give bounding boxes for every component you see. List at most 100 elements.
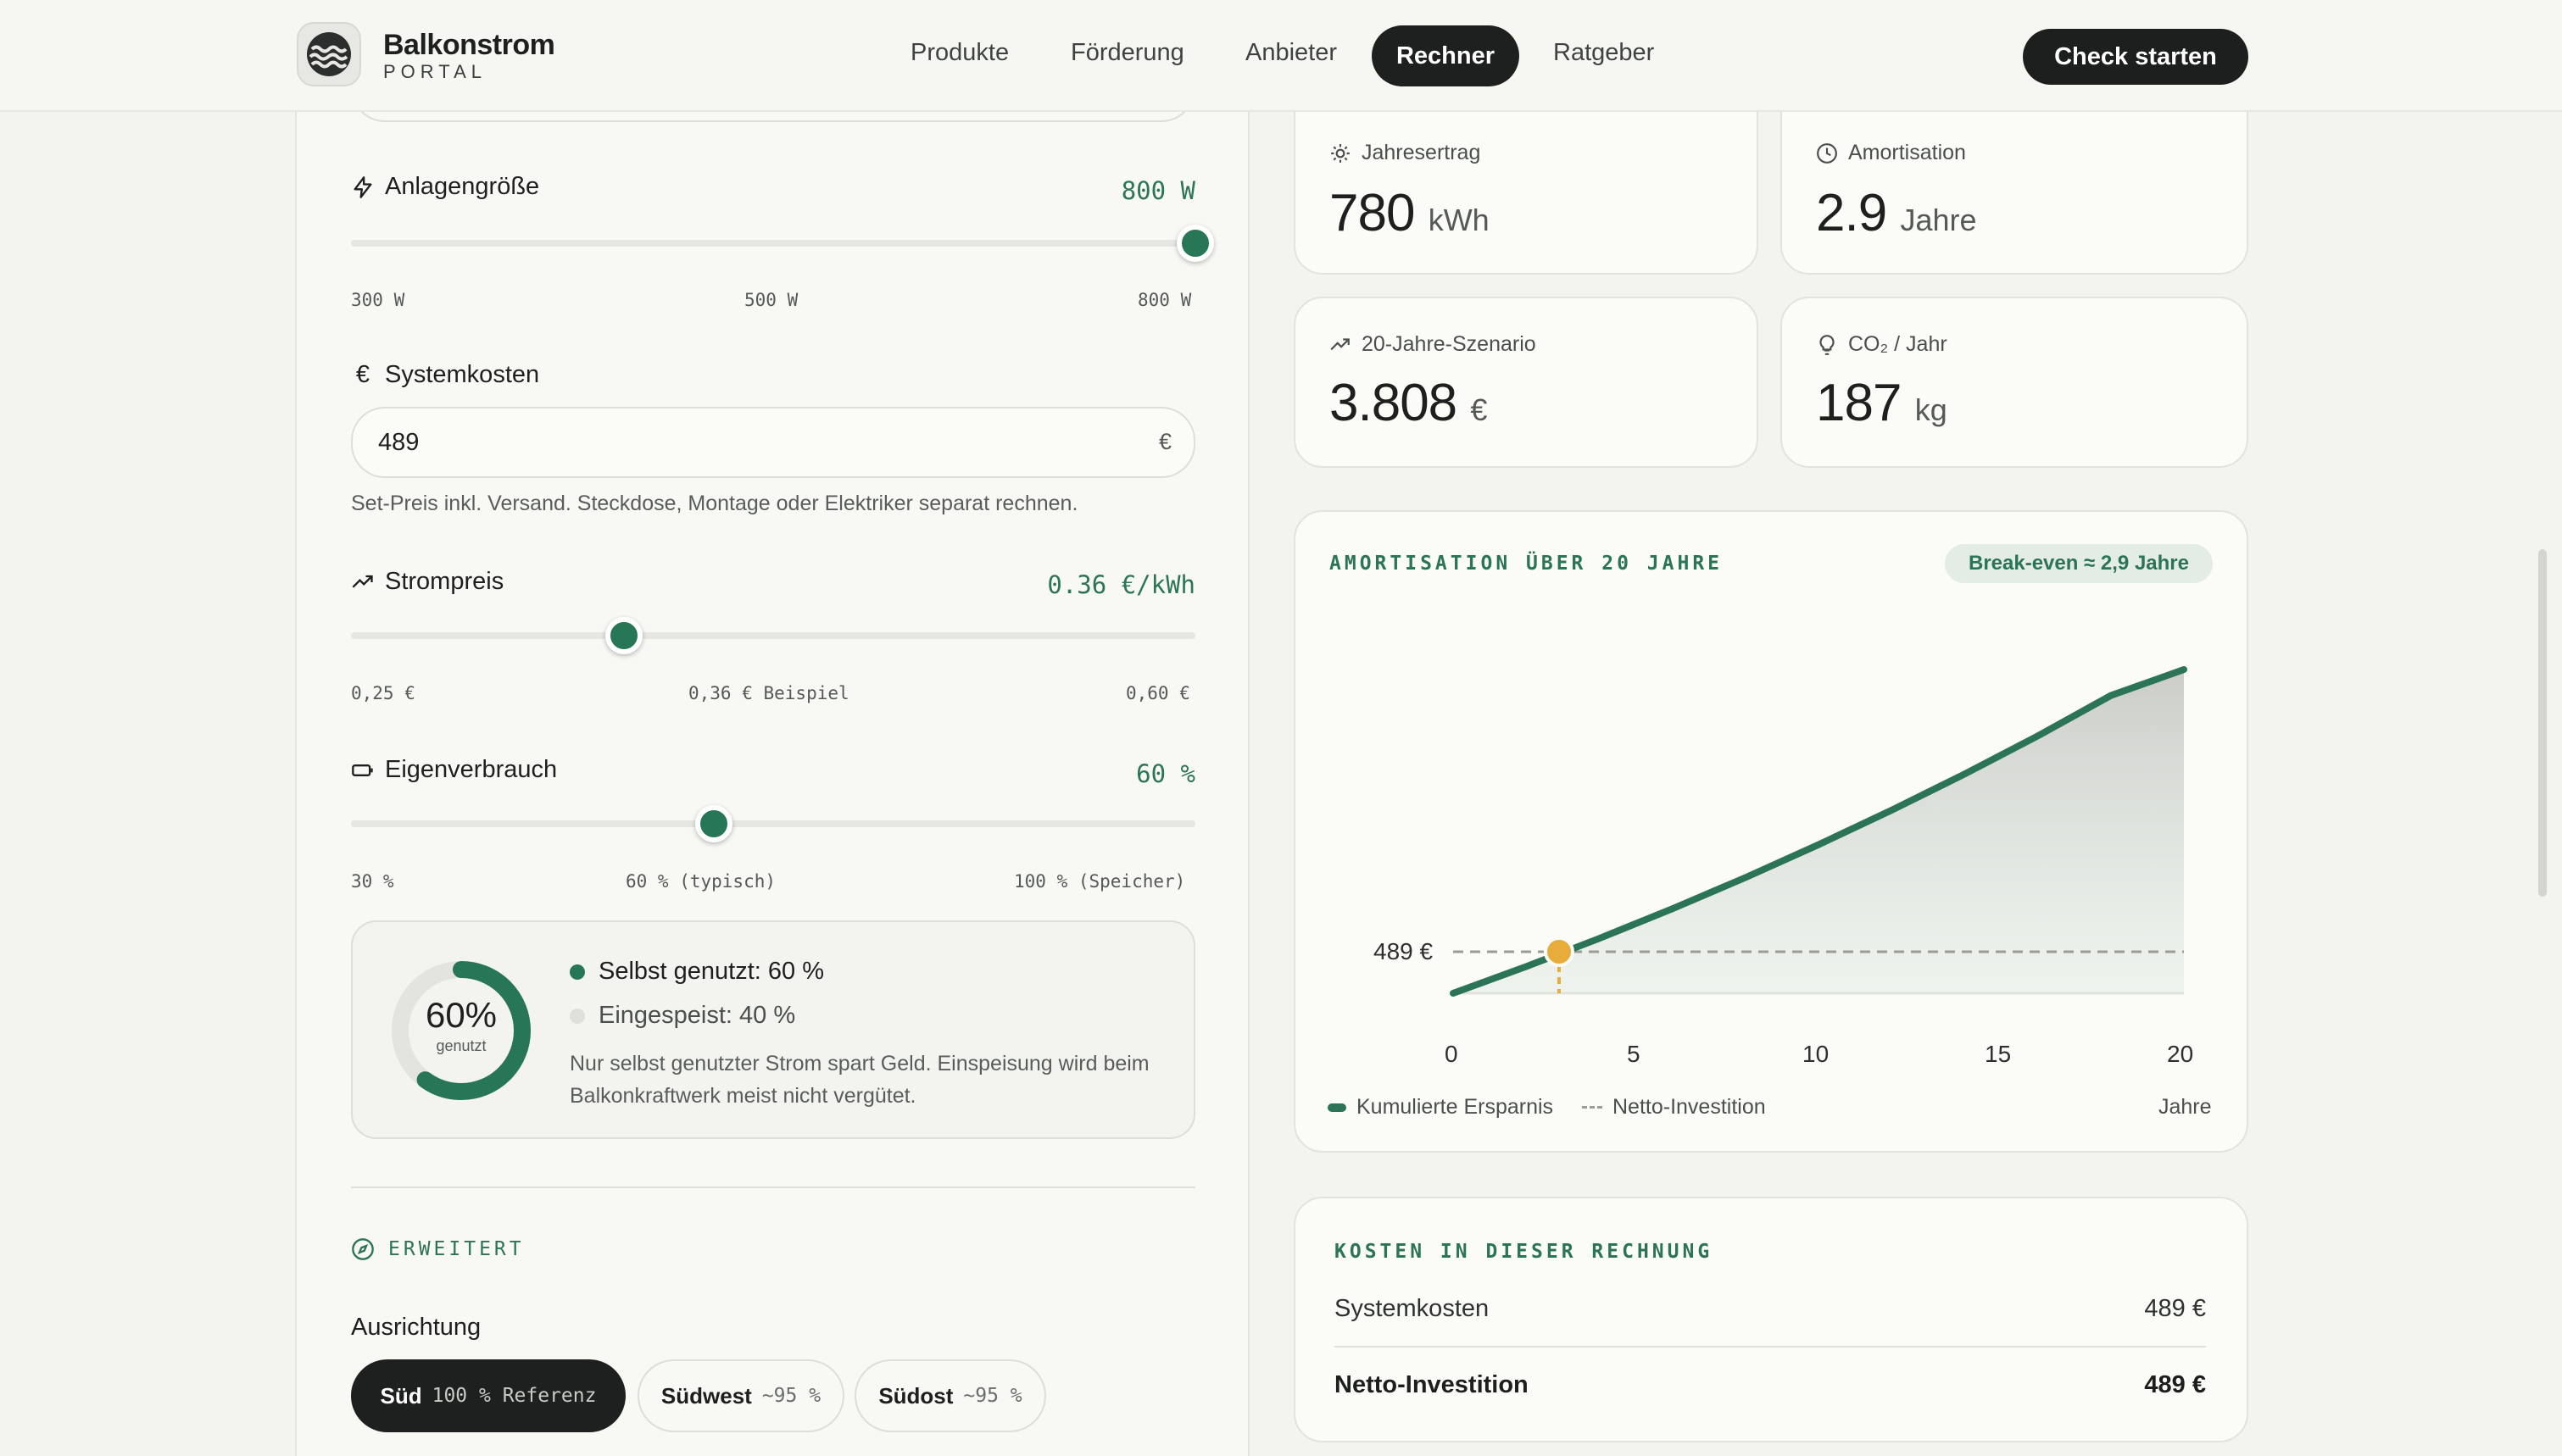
sun-icon <box>1331 143 1350 163</box>
co2-label: CO₂ / Jahr <box>1816 332 1947 357</box>
strompreis-value: 0.36 €/kWh <box>1047 570 1195 599</box>
co2-unit: kg <box>1914 392 1947 427</box>
strompreis-tick-max: 0,60 € <box>1126 683 1190 703</box>
ausrichtung-label: Ausrichtung <box>351 1314 482 1341</box>
orientation-suedost-name: Südost <box>878 1382 954 1409</box>
legend-investment-text: Netto-Investition <box>1612 1095 1766 1119</box>
cost-row-systemkosten: Systemkosten 489 € <box>1334 1295 2206 1323</box>
x-tick-15: 15 <box>1985 1041 2012 1067</box>
jahresertrag-number: 780 <box>1329 184 1415 242</box>
amortisation-number: 2.9 <box>1816 184 1887 242</box>
bolt-icon <box>354 175 372 198</box>
cost-row-value: 489 € <box>2144 1371 2206 1398</box>
eigenverbrauch-tick-max: 100 % (Speicher) <box>1014 871 1186 892</box>
szenario-unit: € <box>1470 392 1488 427</box>
legend-investment: Netto-Investition <box>1582 1095 1766 1120</box>
legend-investment-swatch <box>1582 1106 1602 1109</box>
nav-rechner[interactable]: Rechner <box>1372 25 1519 86</box>
anlage-slider-thumb[interactable] <box>1177 225 1214 262</box>
eigenverbrauch-tick-min: 30 % <box>351 871 394 892</box>
nav-produkte[interactable]: Produkte <box>911 39 1010 66</box>
cost-row-netto: Netto-Investition 489 € <box>1334 1371 2206 1399</box>
legend-savings-swatch <box>1328 1103 1346 1112</box>
co2-number: 187 <box>1816 374 1902 432</box>
amortisation-unit: Jahre <box>1900 203 1977 237</box>
investment-axis-label: 489 € <box>1373 937 1434 964</box>
eigenverbrauch-slider-thumb[interactable] <box>695 805 733 842</box>
strompreis-label-text: Strompreis <box>385 568 504 595</box>
page-scrollbar[interactable] <box>2538 549 2547 897</box>
co2-value: 187 kg <box>1816 373 1947 433</box>
anlage-label-text: Anlagengröße <box>385 173 540 200</box>
fed-in-legend: Eingespeist: 40 % <box>570 1002 795 1030</box>
jahresertrag-label: Jahresertrag <box>1329 141 1480 165</box>
costs-card <box>1294 1197 2248 1442</box>
waves-icon <box>307 32 351 76</box>
kosten-label-text: Systemkosten <box>385 361 540 388</box>
currency-suffix: € <box>1158 429 1172 454</box>
brand-logo[interactable] <box>297 22 361 86</box>
trend-up-icon <box>352 575 373 588</box>
strompreis-label: Strompreis <box>351 568 504 596</box>
orientation-suedost[interactable]: Südost ~95 % <box>855 1359 1046 1432</box>
costs-title: KOSTEN IN DIESER RECHNUNG <box>1334 1241 1713 1263</box>
anlage-label: Anlagengröße <box>351 173 539 201</box>
self-used-legend: Selbst genutzt: 60 % <box>570 958 824 986</box>
orientation-suedwest[interactable]: Südwest ~95 % <box>638 1359 844 1432</box>
usage-percent: 60% <box>425 995 498 1035</box>
nav-foerderung[interactable]: Förderung <box>1071 39 1184 66</box>
jahresertrag-label-text: Jahresertrag <box>1362 141 1481 164</box>
nav-ratgeber[interactable]: Ratgeber <box>1553 39 1655 66</box>
savings-area <box>1453 670 2184 993</box>
nav-anbieter[interactable]: Anbieter <box>1245 39 1338 66</box>
usage-summary-card: 60% genutzt Selbst genutzt: 60 % Eingesp… <box>351 920 1195 1139</box>
trend-up-icon <box>1330 337 1350 350</box>
orientation-suedwest-name: Südwest <box>660 1382 752 1409</box>
fed-in-dot <box>570 1009 585 1025</box>
amortisation-card: Amortisation 2.9 Jahre <box>1780 100 2248 275</box>
usage-note-line2: Balkonkraftwerk meist nicht vergütet. <box>570 1084 916 1108</box>
chart-x-label: Jahre <box>2158 1095 2212 1119</box>
break-even-point[interactable] <box>1543 936 1574 967</box>
fed-in-text: Eingespeist: 40 % <box>599 1002 796 1029</box>
orientation-sued-detail: 100 % Referenz <box>432 1385 597 1407</box>
advanced-section-header[interactable]: ERWEITERT <box>351 1237 525 1261</box>
check-starten-button[interactable]: Check starten <box>2023 29 2248 85</box>
anlage-tick-max: 800 W <box>1138 290 1192 310</box>
brand-name: Balkonstrom <box>383 29 555 61</box>
battery-icon <box>352 764 373 776</box>
amortisation-label: Amortisation <box>1816 141 1966 165</box>
orientation-sued[interactable]: Süd 100 % Referenz <box>351 1359 626 1432</box>
anlage-slider-track[interactable] <box>351 240 1195 247</box>
strompreis-slider-thumb[interactable] <box>604 617 643 654</box>
eigenverbrauch-slider-track[interactable] <box>351 820 1195 827</box>
break-even-badge: Break-even ≈ 2,9 Jahre <box>1945 544 2213 583</box>
orientation-sued-name: Süd <box>380 1382 422 1409</box>
cost-divider <box>1334 1346 2206 1348</box>
clock-icon <box>1817 142 1837 164</box>
legend-savings: Kumulierte Ersparnis <box>1328 1095 1553 1120</box>
strompreis-tick-min: 0,25 € <box>351 683 415 703</box>
amortisation-chart <box>1450 666 2187 997</box>
euro-icon: € <box>355 361 370 388</box>
x-tick-10: 10 <box>1802 1041 1830 1067</box>
orientation-suedost-detail: ~95 % <box>963 1385 1022 1407</box>
kosten-label: € Systemkosten <box>351 361 539 389</box>
systemkosten-input[interactable]: 489 € <box>351 407 1195 478</box>
amortisation-value: 2.9 Jahre <box>1816 183 1977 243</box>
szenario-value: 3.808 € <box>1329 373 1487 433</box>
szenario-card: 20-Jahre-Szenario 3.808 € <box>1294 297 1758 468</box>
legend-savings-text: Kumulierte Ersparnis <box>1356 1095 1554 1119</box>
self-used-text: Selbst genutzt: 60 % <box>599 958 824 985</box>
jahresertrag-unit: kWh <box>1428 203 1490 237</box>
x-tick-0: 0 <box>1445 1041 1458 1067</box>
eigenverbrauch-label-text: Eigenverbrauch <box>385 756 558 783</box>
advanced-title: ERWEITERT <box>388 1238 525 1260</box>
szenario-number: 3.808 <box>1329 374 1457 432</box>
strompreis-slider-track[interactable] <box>351 632 1195 639</box>
top-nav-bar: Balkonstrom PORTAL Produkte Förderung An… <box>0 0 2562 112</box>
lightbulb-icon <box>1819 334 1835 355</box>
usage-note-line1: Nur selbst genutzter Strom spart Geld. E… <box>570 1052 1150 1075</box>
jahresertrag-card: Jahresertrag 780 kWh <box>1294 100 1758 275</box>
co2-label-text: CO₂ / Jahr <box>1848 332 1947 356</box>
